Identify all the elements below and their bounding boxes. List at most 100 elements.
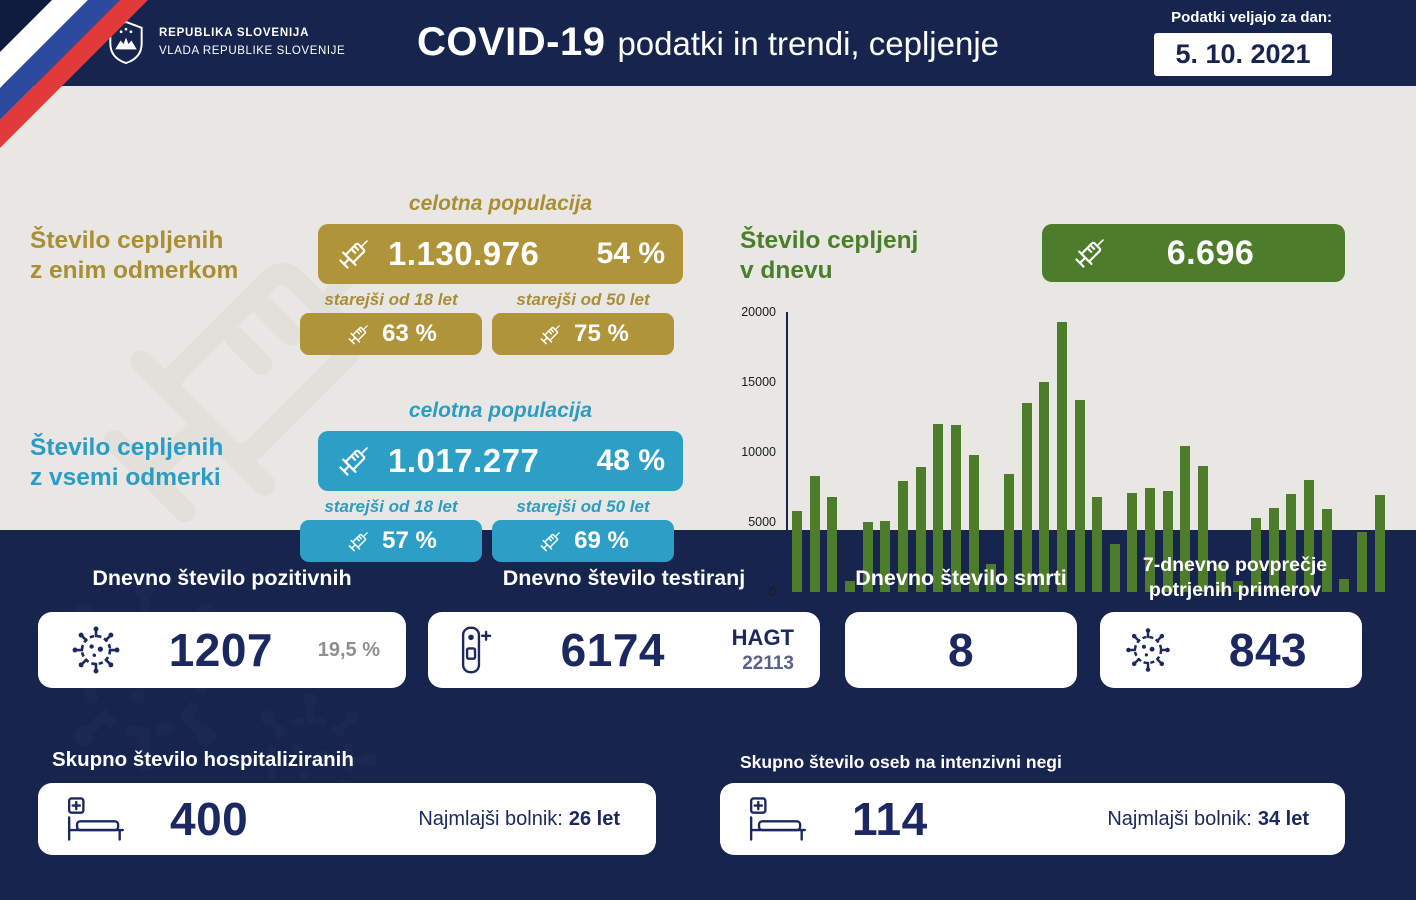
first-dose-label-line2: z enim odmerkom	[30, 256, 239, 284]
full-dose-total-badge: 1.017.277 48 %	[318, 431, 683, 491]
chart-bar	[1127, 492, 1138, 592]
chart-bar	[1339, 579, 1350, 592]
positives-value: 1207	[168, 624, 274, 676]
over-50-badge-first: 75 %	[492, 313, 674, 355]
date-label: Podatki veljajo za dan:	[1171, 9, 1332, 26]
population-label-first-dose: celotna populacija	[408, 192, 593, 215]
positives-card: 1207 19,5 %	[38, 612, 406, 688]
y-axis-tick-label: 0	[769, 585, 776, 599]
chart-bar	[1321, 509, 1332, 592]
syringe-icon	[1070, 233, 1110, 273]
syringe-icon	[334, 234, 374, 274]
chart-bar	[915, 467, 926, 592]
deaths-heading: Dnevno število smrti	[855, 566, 1067, 590]
daily-vaccinations-label-line1: Število cepljenj	[740, 227, 919, 254]
over-50-percent-full: 69 %	[574, 527, 629, 554]
hagt-label: HAGT	[731, 625, 794, 651]
chart-bar	[792, 510, 802, 592]
chart-bar	[968, 454, 979, 592]
chart-bar	[1198, 466, 1209, 592]
government-line: VLADA REPUBLIKE SLOVENIJE	[159, 44, 346, 57]
first-dose-total-badge: 1.130.976 54 %	[318, 224, 683, 284]
hagt-stats: HAGT 22113	[732, 624, 794, 675]
page-title: COVID-19 podatki in trendi, cepljenje	[0, 20, 1416, 65]
y-axis-tick-label: 20000	[741, 305, 776, 319]
avg7-card: 843	[1100, 612, 1362, 688]
hagt-value: 22113	[742, 652, 794, 674]
full-dose-percent: 48 %	[596, 444, 665, 477]
chart-bar	[844, 580, 855, 592]
deaths-value: 8	[947, 624, 975, 676]
population-label-full-dose: celotna populacija	[408, 399, 593, 422]
chart-bar	[1251, 517, 1262, 592]
over-50-label-first: starejši od 50 let	[516, 290, 650, 309]
avg7-heading-line1: 7-dnevno povprečje	[1142, 554, 1328, 576]
chart-bar	[1357, 531, 1367, 592]
over-18-percent-full: 57 %	[382, 527, 437, 554]
chart-bar	[1233, 580, 1244, 592]
syringe-icon	[537, 528, 564, 555]
positives-percent: 19,5 %	[317, 638, 380, 661]
hospitalized-youngest: Najmlajši bolnik: 26 let	[418, 808, 620, 831]
over-18-percent-first: 63 %	[382, 320, 437, 347]
chart-bar	[880, 520, 891, 592]
syringe-icon	[537, 321, 564, 348]
over-18-badge-full: 57 %	[300, 520, 482, 562]
chart-bar	[933, 424, 944, 592]
chart-bar	[1021, 403, 1032, 592]
over-18-badge-first: 63 %	[300, 313, 482, 355]
y-axis-tick-label: 5000	[748, 515, 776, 529]
chart-bar	[1268, 508, 1279, 592]
syringe-icon	[345, 528, 372, 555]
chart-bar	[1180, 446, 1191, 592]
chart-bar	[1162, 491, 1173, 592]
over-18-label-full: starejši od 18 let	[324, 497, 458, 516]
chart-bar	[1145, 488, 1156, 592]
chart-bar	[1286, 494, 1297, 592]
full-dose-total: 1.017.277	[388, 442, 540, 479]
full-dose-label: Število cepljenih z vsemi odmerki	[30, 433, 223, 493]
chart-bar	[1039, 382, 1050, 592]
daily-vaccinations-badge: 6.696	[1042, 224, 1345, 282]
government-name: REPUBLIKA SLOVENIJA VLADA REPUBLIKE SLOV…	[159, 25, 345, 61]
daily-vaccinations-label-line2: v dnevu	[740, 256, 833, 284]
tests-value: 6174	[560, 624, 665, 676]
chart-bar	[986, 564, 997, 592]
hospital-bed-icon	[748, 796, 808, 842]
title-subtitle: podatki in trendi, cepljenje	[617, 25, 1000, 62]
first-dose-total: 1.130.976	[388, 235, 540, 272]
daily-vaccinations-label: Število cepljenj v dnevu	[740, 226, 918, 286]
virus-icon	[68, 622, 124, 678]
chart-bar	[827, 496, 838, 592]
deaths-card: 8	[845, 612, 1077, 688]
hospital-bed-icon	[66, 796, 126, 842]
hospitalized-heading: Skupno število hospitaliziranih	[52, 748, 354, 771]
chart-bar	[1092, 496, 1103, 592]
hospitalized-value: 400	[170, 793, 249, 845]
republic-line: REPUBLIKA SLOVENIJA	[159, 26, 310, 39]
chart-bar	[1374, 495, 1385, 592]
daily-vaccinations-chart: 0 5000 10000 15000 20000	[741, 305, 1389, 599]
chart-bar	[809, 475, 820, 592]
avg7-value: 843	[1228, 624, 1308, 676]
icu-heading: Skupno število oseb na intenzivni negi	[740, 752, 1062, 772]
avg7-heading: 7-dnevno povprečje potrjenih primerov	[1100, 553, 1370, 604]
youngest-value: 34 let	[1257, 807, 1309, 830]
positives-heading: Dnevno število pozitivnih	[92, 566, 352, 590]
y-axis-tick-label: 10000	[741, 445, 776, 459]
chart-bar	[897, 481, 908, 592]
avg7-heading-line2: potrjenih primerov	[1148, 579, 1322, 602]
youngest-value: 26 let	[568, 807, 620, 830]
slovenian-flag-ribbon	[0, 0, 148, 148]
tests-card: 6174 HAGT 22113	[428, 612, 820, 688]
header-bar: REPUBLIKA SLOVENIJA VLADA REPUBLIKE SLOV…	[0, 0, 1416, 86]
chart-plot-area	[788, 312, 1389, 592]
over-50-badge-full: 69 %	[492, 520, 674, 562]
icu-youngest: Najmlajši bolnik: 34 let	[1107, 808, 1309, 831]
virus-icon	[1122, 624, 1174, 676]
date-value-box: 5. 10. 2021	[1154, 33, 1332, 76]
chart-bar	[1056, 321, 1067, 592]
youngest-label: Najmlajši bolnik:	[1107, 807, 1252, 830]
chart-bar	[1109, 544, 1120, 592]
